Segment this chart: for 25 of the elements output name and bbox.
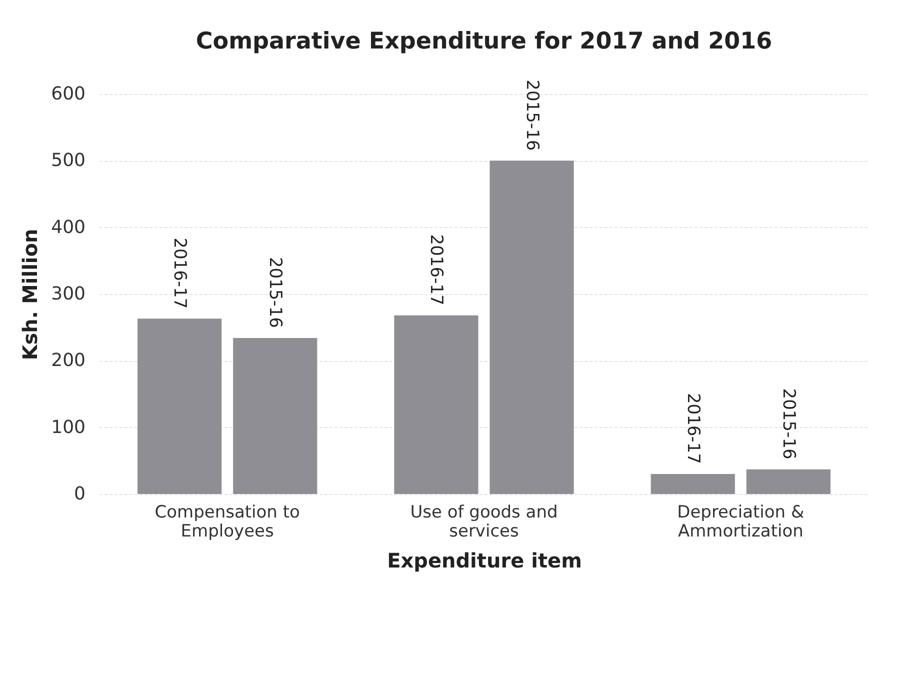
text: 2015-16 [265,256,286,328]
chart-title: Comparative Expenditure for 2017 and 2016 [196,28,772,55]
bar [746,469,830,494]
x-tick-label: Depreciation & Ammortization [677,502,804,542]
y-tick-label: 200 [51,350,86,372]
x-tick-label: Use of goods and services [410,502,558,542]
y-tick-label: 600 [51,84,86,104]
y-tick-label: 300 [51,284,86,304]
y-tick-label: 500 [51,150,86,172]
text: 2015-16 [778,388,798,460]
y-tick-label: 400 [51,216,86,238]
bar [490,160,574,494]
y-tick-label: 100 [51,416,86,438]
text: 2016-17 [170,238,190,309]
y-axis-title: Ksh. Million [18,228,42,360]
bar [650,474,735,494]
y-tick-label: 0 [74,484,86,504]
x-axis-title: Expenditure item [387,548,582,572]
bar [394,315,478,494]
bar [138,318,222,494]
text: 2016-17 [426,234,446,306]
text: 2016-17 [682,392,703,464]
bar [233,338,318,494]
x-tick-label: Compensation to Employees [154,502,300,542]
text: 2015-16 [522,80,542,151]
